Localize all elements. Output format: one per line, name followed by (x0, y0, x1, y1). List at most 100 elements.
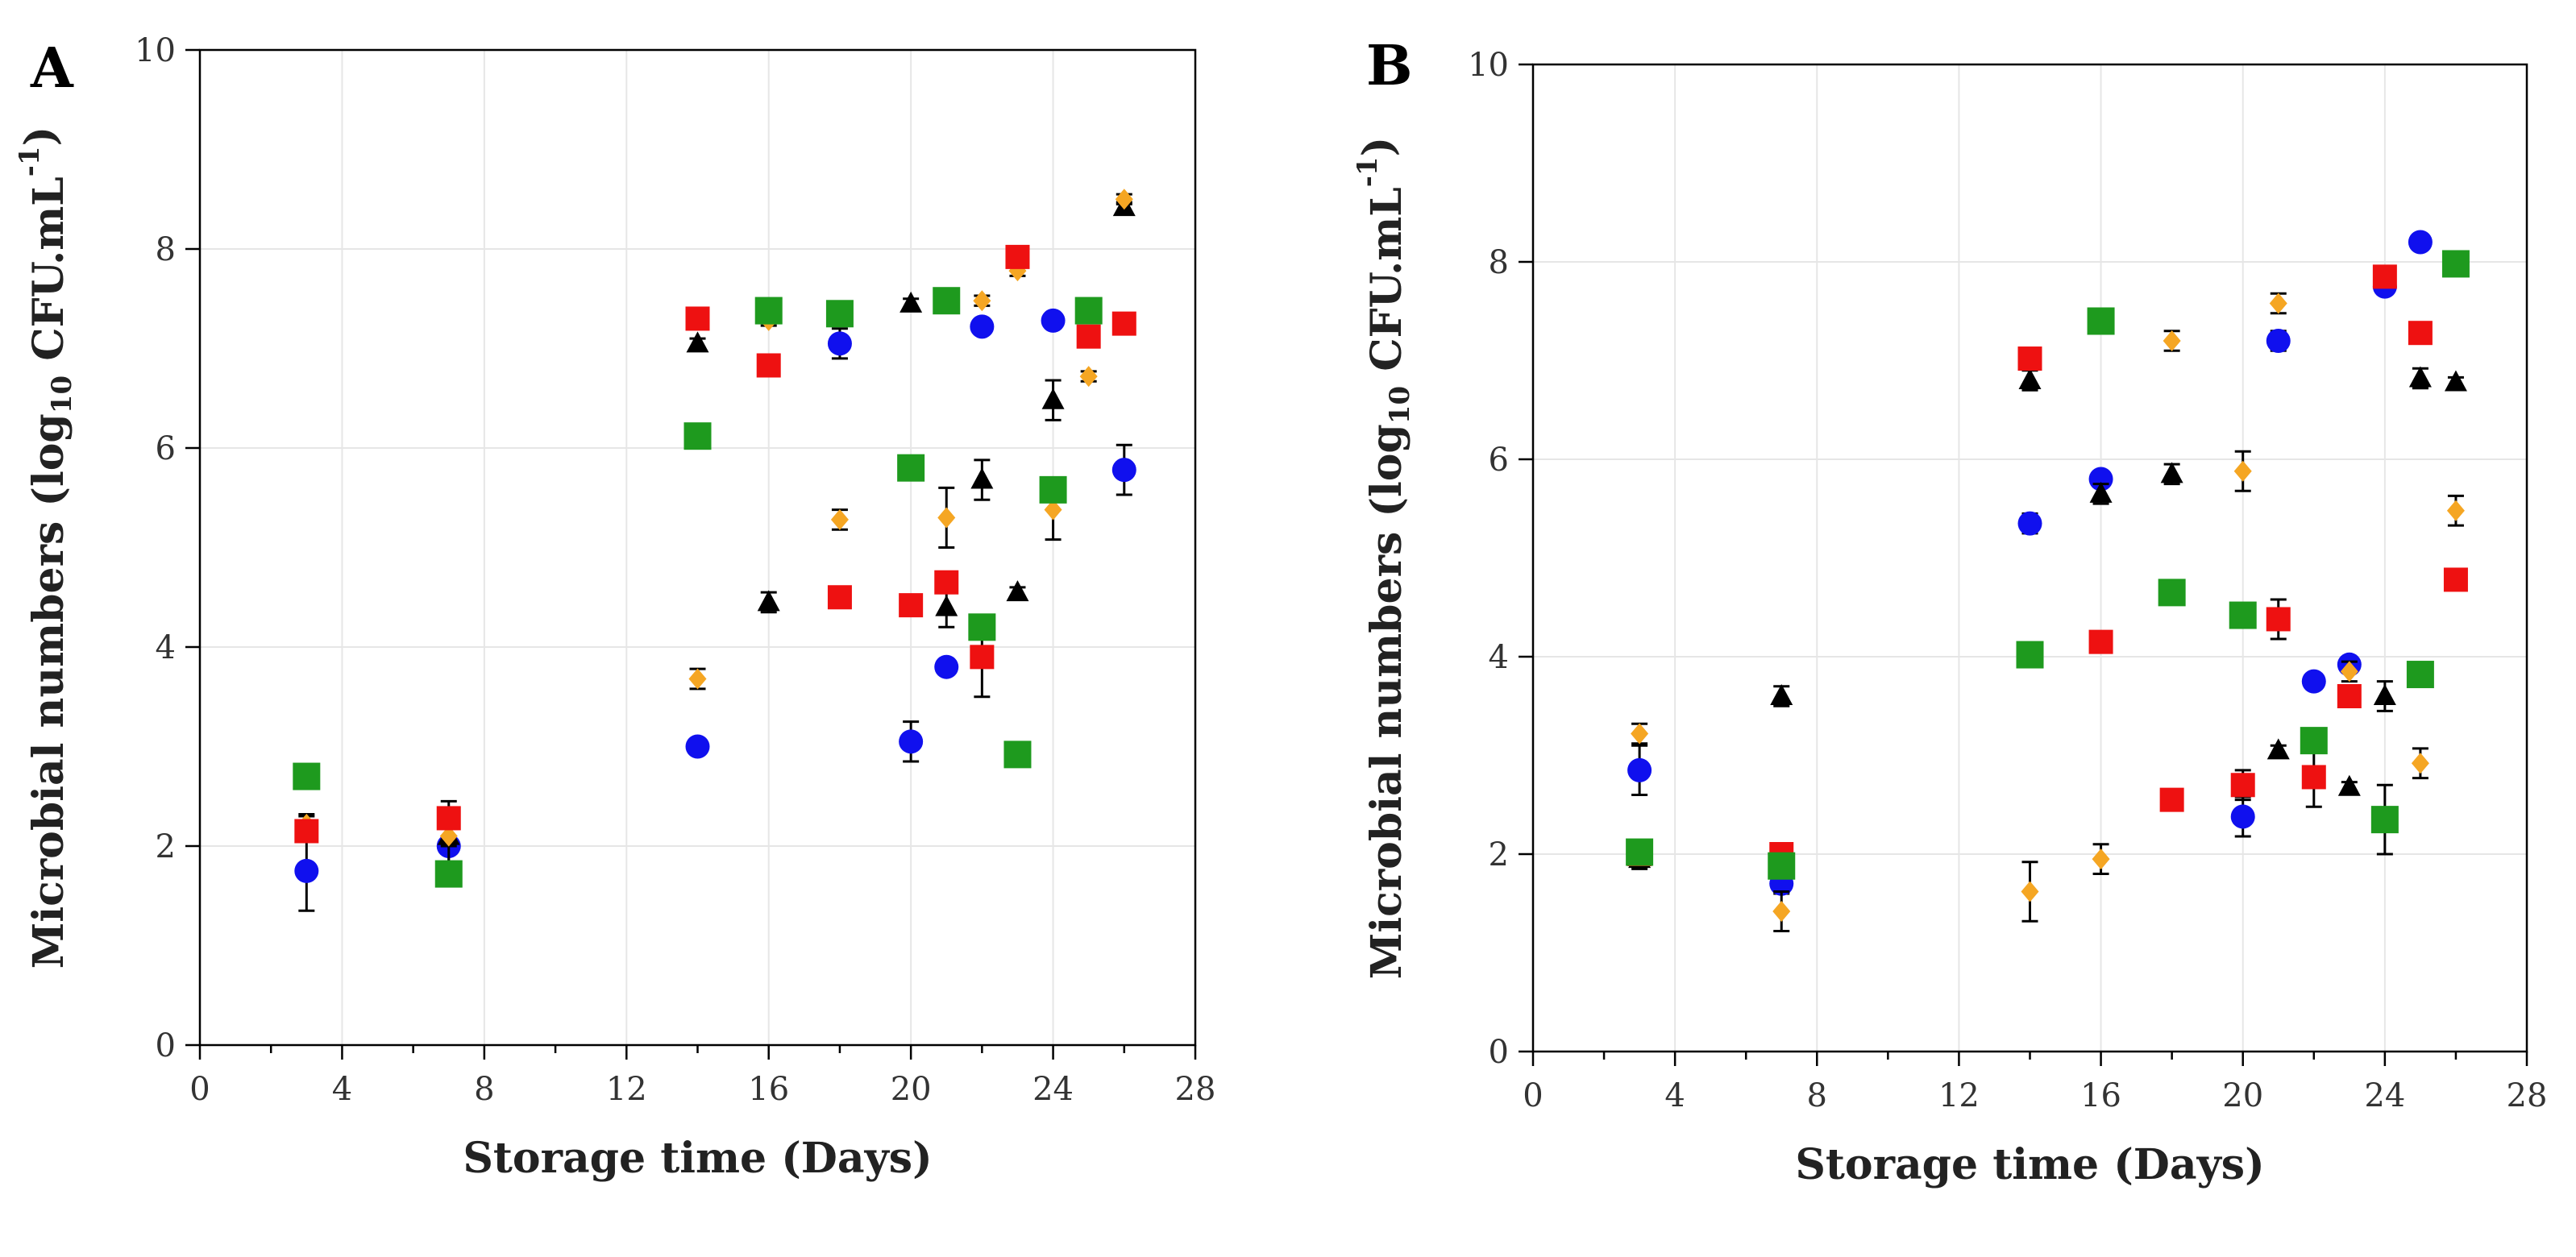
data-point (2446, 500, 2465, 521)
plot-frame (198, 48, 1197, 1047)
series-red-square (1627, 264, 2468, 866)
data-point (825, 300, 854, 328)
x-axis-title: Storage time (Days) (1795, 1140, 2264, 1189)
series-green-square (1626, 250, 2470, 880)
data-point (2017, 511, 2042, 536)
x-tick-label: 16 (748, 1071, 789, 1108)
data-point (2017, 346, 2042, 371)
y-axis-title-sup: -1 (14, 146, 46, 176)
data-point (434, 860, 463, 888)
data-point (2373, 684, 2396, 705)
data-point (2160, 462, 2183, 483)
x-axis-title: Storage time (Days) (463, 1134, 932, 1183)
data-point (1006, 580, 1029, 602)
y-tick-label: 4 (1489, 639, 1509, 676)
y-axis-title-sub: 10 (46, 375, 78, 413)
data-point (1076, 324, 1101, 349)
data-point (2089, 481, 2113, 503)
data-point (2408, 321, 2433, 346)
data-point (2016, 641, 2044, 669)
data-point (2159, 787, 2184, 812)
x-tick-label: 16 (2080, 1077, 2121, 1114)
data-point (754, 297, 783, 325)
y-tick-label: 6 (1489, 442, 1509, 479)
data-point (1041, 388, 1065, 409)
data-point (439, 825, 458, 847)
y-tick-label: 4 (156, 629, 176, 666)
data-point (2233, 460, 2252, 482)
data-point (2163, 330, 2181, 351)
series-blue-circle (1627, 230, 2433, 896)
data-point (683, 422, 712, 450)
data-point (1039, 475, 1067, 504)
y-axis-title: Microbial numbers (log10 CFU.mL-1) (14, 127, 78, 969)
data-point (2229, 601, 2257, 629)
y-tick-label: 8 (156, 231, 176, 268)
data-point (899, 729, 924, 754)
data-point (897, 454, 925, 482)
x-tick-label: 20 (2222, 1077, 2263, 1114)
series-black-triangle (1628, 366, 2467, 870)
data-point (2021, 881, 2039, 902)
data-point (899, 593, 924, 618)
y-tick-label: 0 (1489, 1034, 1509, 1071)
x-tick-label: 0 (189, 1071, 210, 1108)
data-point (685, 734, 710, 759)
data-point (1044, 499, 1062, 521)
y-tick-label: 0 (156, 1027, 176, 1064)
data-point (973, 290, 991, 312)
data-point (1111, 458, 1136, 483)
data-point (968, 613, 996, 641)
data-point (1772, 901, 1791, 923)
x-tick-label: 28 (1175, 1071, 1216, 1108)
data-point (2337, 684, 2362, 708)
data-point (2406, 661, 2434, 689)
y-axis-title-mid: CFU.mL (1362, 187, 1411, 386)
data-point (827, 585, 852, 610)
data-point (2301, 765, 2326, 790)
data-point (2087, 307, 2115, 335)
y-tick-label: 8 (1489, 244, 1509, 281)
x-tick-label: 24 (2364, 1077, 2405, 1114)
series-orange-diamond (1631, 292, 2465, 933)
y-tick-label: 6 (156, 430, 176, 467)
data-point (933, 287, 961, 315)
data-point (2411, 753, 2429, 774)
data-point (2301, 669, 2326, 694)
panel-label: B (1366, 34, 1412, 98)
x-tick-label: 20 (891, 1071, 932, 1108)
data-point (2300, 727, 2328, 755)
data-point (1003, 741, 1032, 769)
data-point (970, 314, 995, 339)
data-point (756, 353, 781, 378)
series-blue-circle (294, 308, 1136, 912)
data-point (436, 806, 461, 831)
data-point (293, 762, 321, 790)
data-point (1626, 838, 1654, 866)
data-point (970, 645, 995, 670)
data-point (2088, 629, 2113, 654)
data-point (934, 654, 959, 679)
data-point (1768, 852, 1796, 880)
y-axis-title-end: ) (1354, 137, 1403, 157)
data-point (970, 467, 994, 489)
series-red-square (294, 244, 1136, 844)
data-point (935, 595, 958, 616)
x-tick-label: 0 (1523, 1077, 1543, 1114)
y-axis-title-sup: -1 (1352, 156, 1384, 187)
series-black-triangle (295, 195, 1136, 873)
data-point (685, 306, 710, 331)
data-point (1074, 297, 1103, 325)
y-axis-title-main: Microbial numbers (log (1362, 424, 1411, 979)
data-point (1041, 308, 1066, 333)
y-axis-title-end: ) (16, 127, 65, 147)
data-point (2372, 264, 2397, 289)
data-point (686, 331, 709, 353)
data-point (2266, 738, 2290, 760)
data-point (1079, 366, 1098, 388)
data-point (2092, 848, 2110, 870)
data-point (827, 331, 852, 356)
data-point (934, 570, 959, 595)
